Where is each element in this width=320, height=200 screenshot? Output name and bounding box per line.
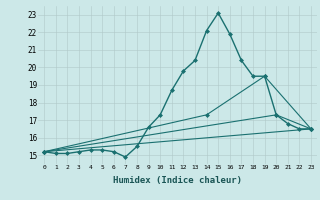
X-axis label: Humidex (Indice chaleur): Humidex (Indice chaleur) [113,176,242,185]
